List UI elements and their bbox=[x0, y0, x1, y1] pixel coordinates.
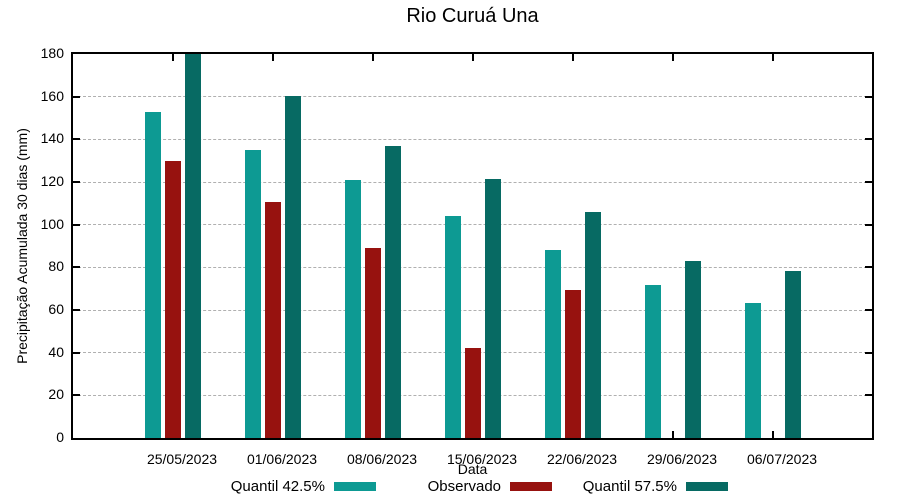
bar-quantil-42-5-22-06-2023 bbox=[545, 250, 561, 438]
bar-observado-22-06-2023 bbox=[565, 289, 581, 438]
y-tick-right-140 bbox=[865, 138, 872, 141]
gridline-y-80 bbox=[73, 266, 872, 268]
y-tick-left-140 bbox=[73, 138, 80, 141]
y-tick-right-120 bbox=[865, 181, 872, 183]
x-tick-bottom-29-06-2023 bbox=[672, 431, 674, 438]
bar-quantil-57-5-06-07-2023 bbox=[785, 270, 801, 438]
y-tick-label-40: 40 bbox=[48, 343, 64, 360]
bar-quantil-42-5-08-06-2023 bbox=[345, 179, 361, 438]
x-tick-label-15-06-2023: 15/06/2023 bbox=[446, 451, 518, 467]
bar-quantil-57-5-25-05-2023 bbox=[185, 54, 201, 438]
bar-observado-25-05-2023 bbox=[165, 160, 181, 438]
gridline-y-120 bbox=[73, 181, 872, 183]
legend: Quantil 42.5% Observado Quantil 57.5% bbox=[0, 476, 900, 496]
legend-label-observado: Observado bbox=[427, 477, 501, 495]
bar-quantil-57-5-08-06-2023 bbox=[385, 145, 401, 438]
legend-label-quantil-42-5: Quantil 42.5% bbox=[230, 477, 325, 495]
x-tick-label-22-06-2023: 22/06/2023 bbox=[546, 451, 618, 467]
legend-swatch-observado bbox=[510, 481, 552, 491]
bar-quantil-57-5-01-06-2023 bbox=[285, 95, 301, 438]
bar-quantil-57-5-29-06-2023 bbox=[685, 260, 701, 438]
x-axis-label: Data bbox=[457, 461, 488, 477]
y-tick-right-40 bbox=[865, 351, 872, 354]
x-tick-top-15-06-2023 bbox=[472, 54, 474, 61]
y-tick-label-0: 0 bbox=[56, 429, 64, 445]
x-tick-label-08-06-2023: 08/06/2023 bbox=[346, 451, 418, 467]
x-tick-top-29-06-2023 bbox=[672, 54, 674, 61]
legend-item-quantil-57-5: Quantil 57.5% bbox=[583, 476, 728, 496]
x-tick-top-01-06-2023 bbox=[272, 54, 274, 61]
bar-observado-01-06-2023 bbox=[265, 202, 281, 438]
y-tick-label-100: 100 bbox=[40, 215, 64, 232]
gridline-y-60 bbox=[73, 309, 872, 311]
y-tick-label-180: 180 bbox=[40, 45, 64, 61]
y-tick-left-80 bbox=[73, 266, 80, 269]
y-tick-left-160 bbox=[73, 95, 80, 98]
y-tick-label-120: 120 bbox=[40, 173, 64, 189]
gridline-y-140 bbox=[73, 138, 872, 140]
x-tick-bottom-06-07-2023 bbox=[772, 431, 774, 438]
y-tick-right-160 bbox=[865, 95, 872, 98]
y-axis-label: Precipitação Acumulada 30 dias (mm) bbox=[14, 128, 30, 364]
bar-quantil-57-5-22-06-2023 bbox=[585, 211, 601, 438]
chart-title: Rio Curuá Una bbox=[406, 5, 539, 27]
y-tick-left-120 bbox=[73, 181, 80, 183]
y-tick-label-20: 20 bbox=[48, 386, 64, 403]
x-tick-top-25-05-2023 bbox=[172, 54, 174, 61]
bar-quantil-42-5-06-07-2023 bbox=[745, 302, 761, 438]
legend-item-observado: Observado bbox=[428, 476, 552, 496]
x-tick-top-08-06-2023 bbox=[372, 54, 374, 61]
gridline-y-160 bbox=[73, 96, 872, 98]
plot-area bbox=[71, 52, 874, 440]
y-tick-left-20 bbox=[73, 394, 80, 397]
y-tick-label-80: 80 bbox=[48, 258, 64, 275]
gridline-y-100 bbox=[73, 224, 872, 226]
legend-label-quantil-57-5: Quantil 57.5% bbox=[582, 477, 677, 495]
bar-quantil-42-5-15-06-2023 bbox=[445, 216, 461, 438]
y-tick-label-160: 160 bbox=[40, 87, 64, 104]
bar-observado-15-06-2023 bbox=[465, 348, 481, 438]
x-tick-top-06-07-2023 bbox=[772, 54, 774, 61]
legend-swatch-quantil-42-5 bbox=[334, 481, 376, 491]
y-tick-label-140: 140 bbox=[40, 130, 64, 147]
y-tick-right-100 bbox=[865, 223, 872, 226]
y-tick-left-100 bbox=[73, 223, 80, 226]
x-tick-label-06-07-2023: 06/07/2023 bbox=[746, 451, 818, 467]
y-tick-right-20 bbox=[865, 394, 872, 397]
y-tick-left-40 bbox=[73, 351, 80, 354]
x-tick-label-25-05-2023: 25/05/2023 bbox=[146, 451, 218, 467]
x-tick-label-29-06-2023: 29/06/2023 bbox=[646, 451, 718, 467]
bar-quantil-42-5-29-06-2023 bbox=[645, 285, 661, 438]
bar-observado-08-06-2023 bbox=[365, 248, 381, 438]
y-tick-label-60: 60 bbox=[48, 301, 64, 317]
y-tick-right-60 bbox=[865, 309, 872, 311]
x-tick-label-01-06-2023: 01/06/2023 bbox=[246, 451, 318, 467]
bar-quantil-57-5-15-06-2023 bbox=[485, 178, 501, 438]
x-tick-top-22-06-2023 bbox=[572, 54, 574, 61]
y-tick-right-80 bbox=[865, 266, 872, 269]
bar-quantil-42-5-25-05-2023 bbox=[145, 111, 161, 438]
bar-quantil-42-5-01-06-2023 bbox=[245, 150, 261, 438]
y-tick-left-60 bbox=[73, 309, 80, 311]
legend-item-quantil-42-5: Quantil 42.5% bbox=[231, 476, 376, 496]
legend-swatch-quantil-57-5 bbox=[686, 481, 728, 491]
